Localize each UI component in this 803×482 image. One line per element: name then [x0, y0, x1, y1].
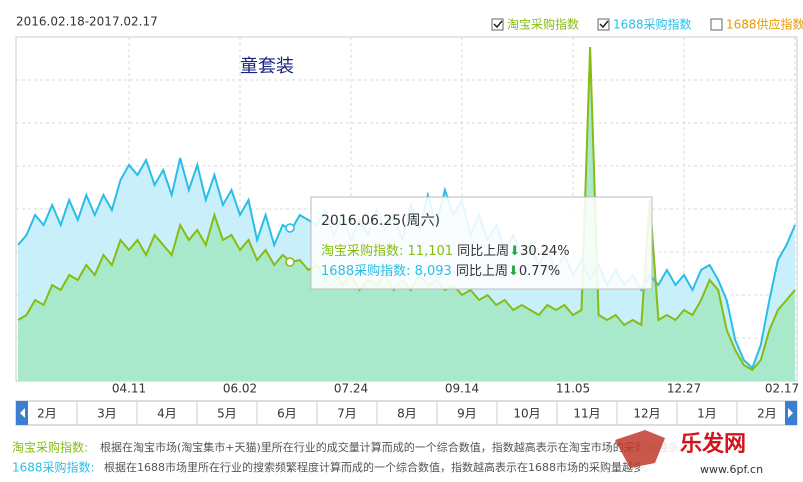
- watermark-bg: [640, 430, 800, 480]
- month-label: 9月: [457, 407, 477, 421]
- note-term: 淘宝采购指数:: [12, 440, 88, 455]
- check: [599, 20, 609, 29]
- x-tick-label: 06.02: [223, 382, 257, 396]
- watermark-url: www.6pf.cn: [700, 463, 763, 476]
- legend-label[interactable]: 淘宝采购指数: [507, 17, 579, 32]
- tooltip-compare: 同比上周: [457, 244, 509, 259]
- x-tick-label: 12.27: [667, 382, 701, 396]
- down-arrow: ⬇: [508, 264, 519, 279]
- tooltip-name: 淘宝采购指数:: [321, 243, 403, 259]
- x-tick-label: 02.17: [765, 382, 799, 396]
- check: [493, 20, 503, 29]
- tooltip-change: 0.77%: [519, 264, 560, 279]
- month-label: 3月: [97, 407, 117, 421]
- month-label: 2月: [757, 407, 777, 421]
- month-label: 2月: [37, 407, 57, 421]
- date-range: 2016.02.18-2017.02.17: [16, 15, 158, 29]
- chart-title: 童套装: [240, 56, 294, 77]
- checkbox[interactable]: [597, 18, 610, 31]
- month-label: 5月: [217, 407, 237, 421]
- down-arrow: ⬇: [509, 244, 520, 259]
- month-label: 11月: [573, 407, 600, 421]
- legend: 淘宝采购指数 1688采购指数 1688供应指数: [491, 17, 803, 32]
- tooltip-value: 11,101: [408, 244, 454, 259]
- month-label: 8月: [397, 407, 417, 421]
- svg-text:淘宝采购指数: 11,101 同比上周⬇30.24%: 淘宝采购指数: 11,101 同比上周⬇30.24%: [321, 243, 570, 259]
- month-label: 12月: [633, 407, 660, 421]
- x-tick-label: 07.24: [334, 382, 368, 396]
- arrow: [788, 408, 793, 418]
- month-label: 4月: [157, 407, 177, 421]
- tooltip-change: 30.24%: [520, 244, 570, 259]
- x-tick-label: 11.05: [556, 382, 590, 396]
- tooltip-value: 8,093: [415, 264, 452, 279]
- tooltip-compare: 同比上周: [456, 264, 508, 279]
- note-text: 根据在淘宝市场(淘宝集市+天猫)里所在行业的成交量计算而成的一个综合数值，指数越…: [100, 440, 690, 454]
- x-tick-label: 09.14: [445, 382, 479, 396]
- legend-label[interactable]: 1688供应指数: [726, 17, 803, 32]
- hover-dot: [285, 223, 295, 233]
- checkbox[interactable]: [491, 18, 504, 31]
- month-label: 7月: [337, 407, 357, 421]
- note-text: 根据在1688市场里所在行业的搜索频繁程度计算而成的一个综合数值，指数越高表示在…: [104, 460, 655, 474]
- month-label: 6月: [277, 407, 297, 421]
- month-label: 1月: [697, 407, 717, 421]
- tooltip-name: 1688采购指数:: [321, 263, 410, 279]
- month-label: 10月: [513, 407, 540, 421]
- tooltip-date: 2016.06.25(周六): [321, 213, 440, 229]
- checkbox[interactable]: [710, 18, 723, 31]
- watermark-logo: [615, 430, 665, 468]
- x-tick-label: 04.11: [112, 382, 146, 396]
- note-term: 1688采购指数:: [12, 460, 95, 475]
- tooltip-box: [310, 196, 653, 290]
- hover-dot: [285, 257, 295, 267]
- arrow: [20, 408, 25, 418]
- tooltip: 2016.06.25(周六) 淘宝采购指数: 11,101 同比上周⬇30.24…: [310, 196, 653, 290]
- navigator: 2月 3月 4月 5月 6月 7月 8月 9月 10月 11月 12月 1月 2月: [15, 400, 798, 426]
- area: [18, 47, 795, 381]
- legend-label[interactable]: 1688采购指数: [613, 17, 692, 32]
- watermark-name: 乐发网: [680, 431, 746, 457]
- svg-text:1688采购指数: 8,093 同比上周⬇0.77%: 1688采购指数: 8,093 同比上周⬇0.77%: [321, 263, 560, 279]
